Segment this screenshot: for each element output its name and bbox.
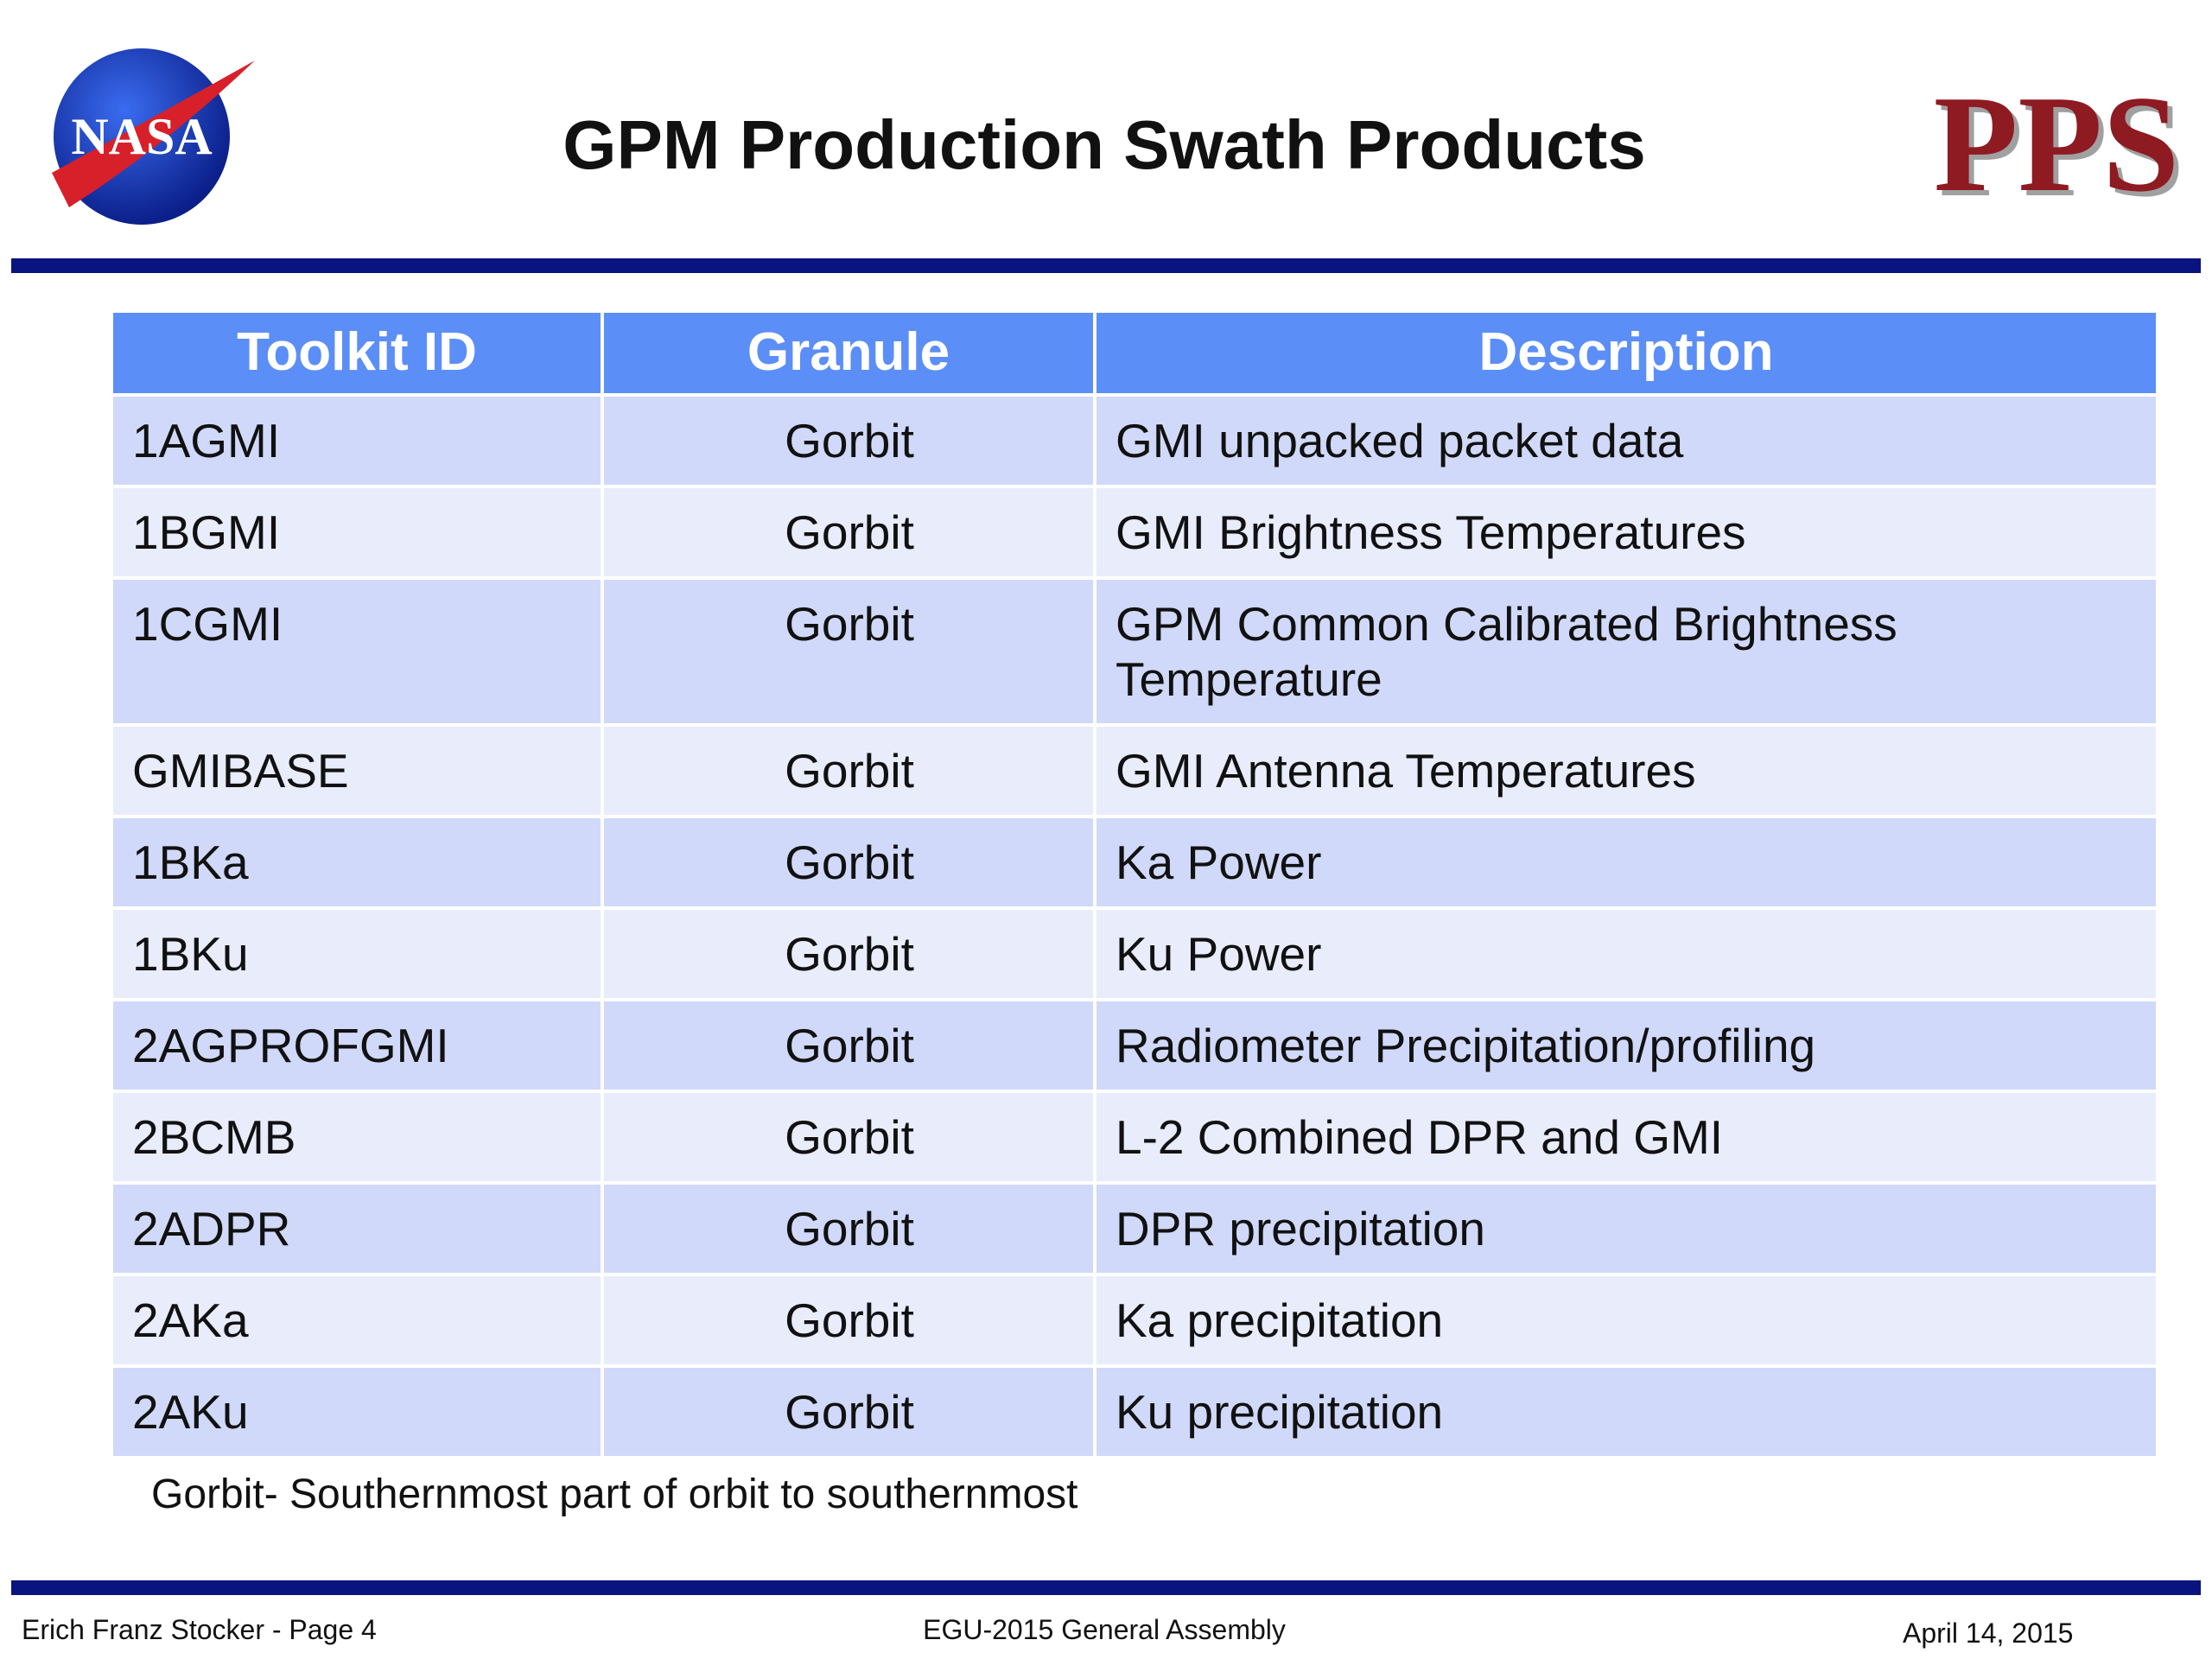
table-body: 1AGMI Gorbit GMI unpacked packet data 1BGMI… [110, 393, 2159, 1459]
table-cell: DPR precipitation [1093, 1181, 2159, 1276]
table-row: 2AGPROFGMI Gorbit Radiometer Precipitation… [110, 998, 2159, 1093]
table-cell: GMI unpacked packet data [1093, 393, 2159, 488]
table-cell: Gorbit [601, 576, 1096, 727]
table-cell: Gorbit [601, 815, 1096, 910]
table-cell: 1BKa [110, 815, 604, 910]
table-row: 2BCMB Gorbit L-2 Combined DPR and GMI [110, 1090, 2159, 1185]
table-cell: Gorbit [601, 906, 1096, 1001]
slide-title: GPM Production Swath Products [563, 106, 1646, 183]
table-cell: GPM Common Calibrated Brightness Tempera… [1093, 576, 2159, 727]
table-cell: Gorbit [601, 1364, 1096, 1459]
table-cell: GMIBASE [110, 723, 604, 818]
table-cell: Gorbit [601, 1181, 1096, 1276]
table-row: 1AGMI Gorbit GMI unpacked packet data [110, 393, 2159, 488]
table-row: 1BGMI Gorbit GMI Brightness Temperatures [110, 485, 2159, 580]
table-cell: 1CGMI [110, 576, 604, 727]
top-rule [11, 258, 2201, 273]
table-cell: 1BGMI [110, 485, 604, 580]
footer-center: EGU-2015 General Assembly [923, 1614, 1286, 1645]
table-cell: 1AGMI [110, 393, 604, 488]
table-cell: 2AKa [110, 1273, 604, 1368]
footer-left: Erich Franz Stocker - Page 4 [22, 1614, 377, 1645]
table-cell: 2BCMB [110, 1090, 604, 1185]
table-cell: GMI Antenna Temperatures [1093, 723, 2159, 818]
table-row: 1BKu Gorbit Ku Power [110, 906, 2159, 1001]
table-row: 2AKu Gorbit Ku precipitation [110, 1364, 2159, 1459]
products-table: Toolkit ID Granule Description 1AGMI Gorb… [110, 309, 2159, 1459]
footnote: Gorbit- Southernmost part of orbit to so… [151, 1471, 1078, 1517]
header-row: Toolkit ID Granule Description [110, 309, 2159, 397]
column-header: Description [1093, 309, 2159, 397]
column-header: Granule [601, 309, 1096, 397]
table-cell: 1BKu [110, 906, 604, 1001]
footer-right: April 14, 2015 [1903, 1618, 2074, 1649]
table-cell: Ka precipitation [1093, 1273, 2159, 1368]
table-row: 2AKa Gorbit Ka precipitation [110, 1273, 2159, 1368]
table-cell: 2AGPROFGMI [110, 998, 604, 1093]
table-cell: Gorbit [601, 393, 1096, 488]
table-cell: 2AKu [110, 1364, 604, 1459]
bottom-rule [11, 1580, 2201, 1595]
column-header: Toolkit ID [110, 309, 604, 397]
table-row: 1BKa Gorbit Ka Power [110, 815, 2159, 910]
table-row: GMIBASE Gorbit GMI Antenna Temperatures [110, 723, 2159, 818]
nasa-logo: NASA [52, 48, 255, 225]
table-cell: Gorbit [601, 723, 1096, 818]
table-cell: 2ADPR [110, 1181, 604, 1276]
logo-shadow: PPS [1939, 78, 2184, 207]
table-row: 2ADPR Gorbit DPR precipitation [110, 1181, 2159, 1276]
table-cell: Ku precipitation [1093, 1364, 2159, 1459]
logo-text: PPS [1934, 78, 2179, 207]
pps-logo: PPS PPS [1934, 78, 2184, 207]
table-cell: Gorbit [601, 1090, 1096, 1185]
table-cell: Gorbit [601, 998, 1096, 1093]
table-cell: GMI Brightness Temperatures [1093, 485, 2159, 580]
table-cell: Radiometer Precipitation/profiling [1093, 998, 2159, 1093]
table-cell: Ku Power [1093, 906, 2159, 1001]
table-row: 1CGMI Gorbit GPM Common Calibrated Brightn… [110, 576, 2159, 727]
table-cell: Gorbit [601, 1273, 1096, 1368]
table-cell: L-2 Combined DPR and GMI [1093, 1090, 2159, 1185]
logo-text: NASA [71, 108, 212, 165]
table-cell: Ka Power [1093, 815, 2159, 910]
table-cell: Gorbit [601, 485, 1096, 580]
